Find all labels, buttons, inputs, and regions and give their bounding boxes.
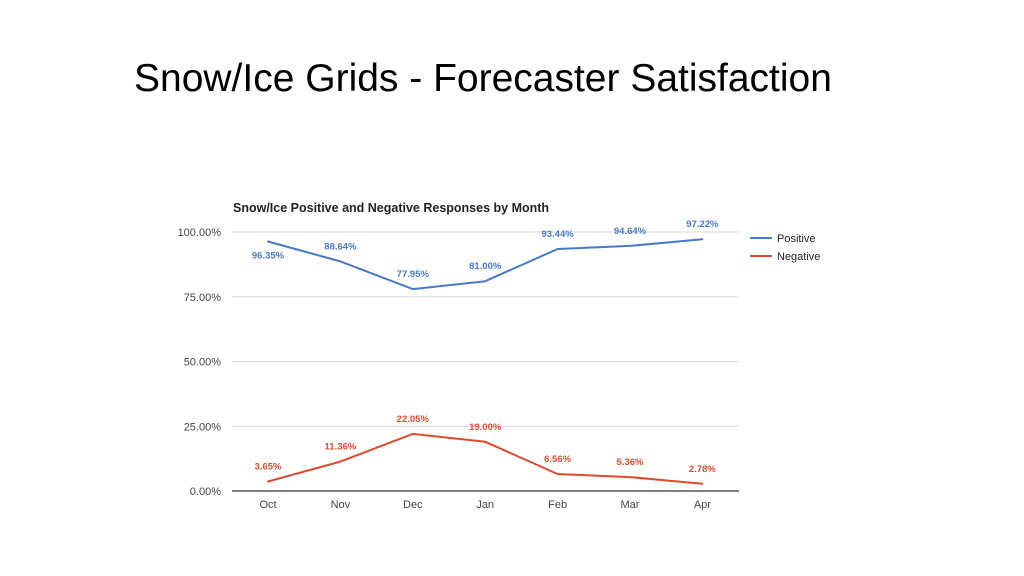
series-line-negative (267, 432, 704, 485)
x-tick-label: Feb (548, 499, 567, 511)
data-label-negative: 5.36% (617, 457, 644, 468)
data-label-negative: 3.65% (255, 462, 282, 473)
chart-title: Snow/Ice Positive and Negative Responses… (233, 201, 549, 215)
x-tick-label: Nov (331, 499, 351, 511)
data-label-negative: 2.78% (689, 464, 716, 475)
x-axis-ticks: Oct Nov Dec Jan Feb Mar Apr (259, 499, 711, 511)
y-axis-ticks: 0.00% 25.00% 50.00% 75.00% 100.00% (178, 227, 222, 498)
data-label-positive: 88.64% (324, 241, 357, 252)
x-tick-label: Jan (476, 499, 494, 511)
legend-label-negative: Negative (777, 251, 820, 263)
data-label-positive: 81.00% (469, 261, 502, 272)
slide-title: Snow/Ice Grids - Forecaster Satisfaction (134, 57, 832, 100)
data-label-positive: 94.64% (614, 226, 647, 237)
x-tick-label: Mar (621, 499, 640, 511)
y-tick-label: 75.00% (184, 292, 222, 304)
data-label-negative: 11.36% (325, 442, 357, 453)
y-tick-label: 100.00% (178, 227, 222, 239)
data-label-positive: 97.22% (686, 219, 719, 230)
data-labels: 96.35% 88.64% 77.95% 81.00% 93.44% 94.64% 97.2… (252, 219, 719, 475)
y-tick-label: 0.00% (190, 486, 221, 498)
legend: Positive Negative (750, 233, 820, 263)
y-tick-label: 50.00% (184, 357, 222, 369)
data-label-positive: 77.95% (397, 269, 430, 280)
data-label-positive: 96.35% (252, 250, 285, 261)
series-line-positive (267, 238, 704, 291)
data-label-negative: 6.56% (544, 454, 571, 465)
data-label-positive: 93.44% (541, 229, 574, 240)
x-tick-label: Oct (259, 499, 276, 511)
series-lines (267, 238, 704, 485)
gridlines (232, 231, 739, 492)
x-tick-label: Dec (403, 499, 423, 511)
data-label-negative: 22.05% (397, 414, 430, 425)
x-tick-label: Apr (694, 499, 711, 511)
y-tick-label: 25.00% (184, 421, 222, 433)
data-label-negative: 19.00% (469, 422, 502, 433)
legend-label-positive: Positive (777, 233, 816, 245)
